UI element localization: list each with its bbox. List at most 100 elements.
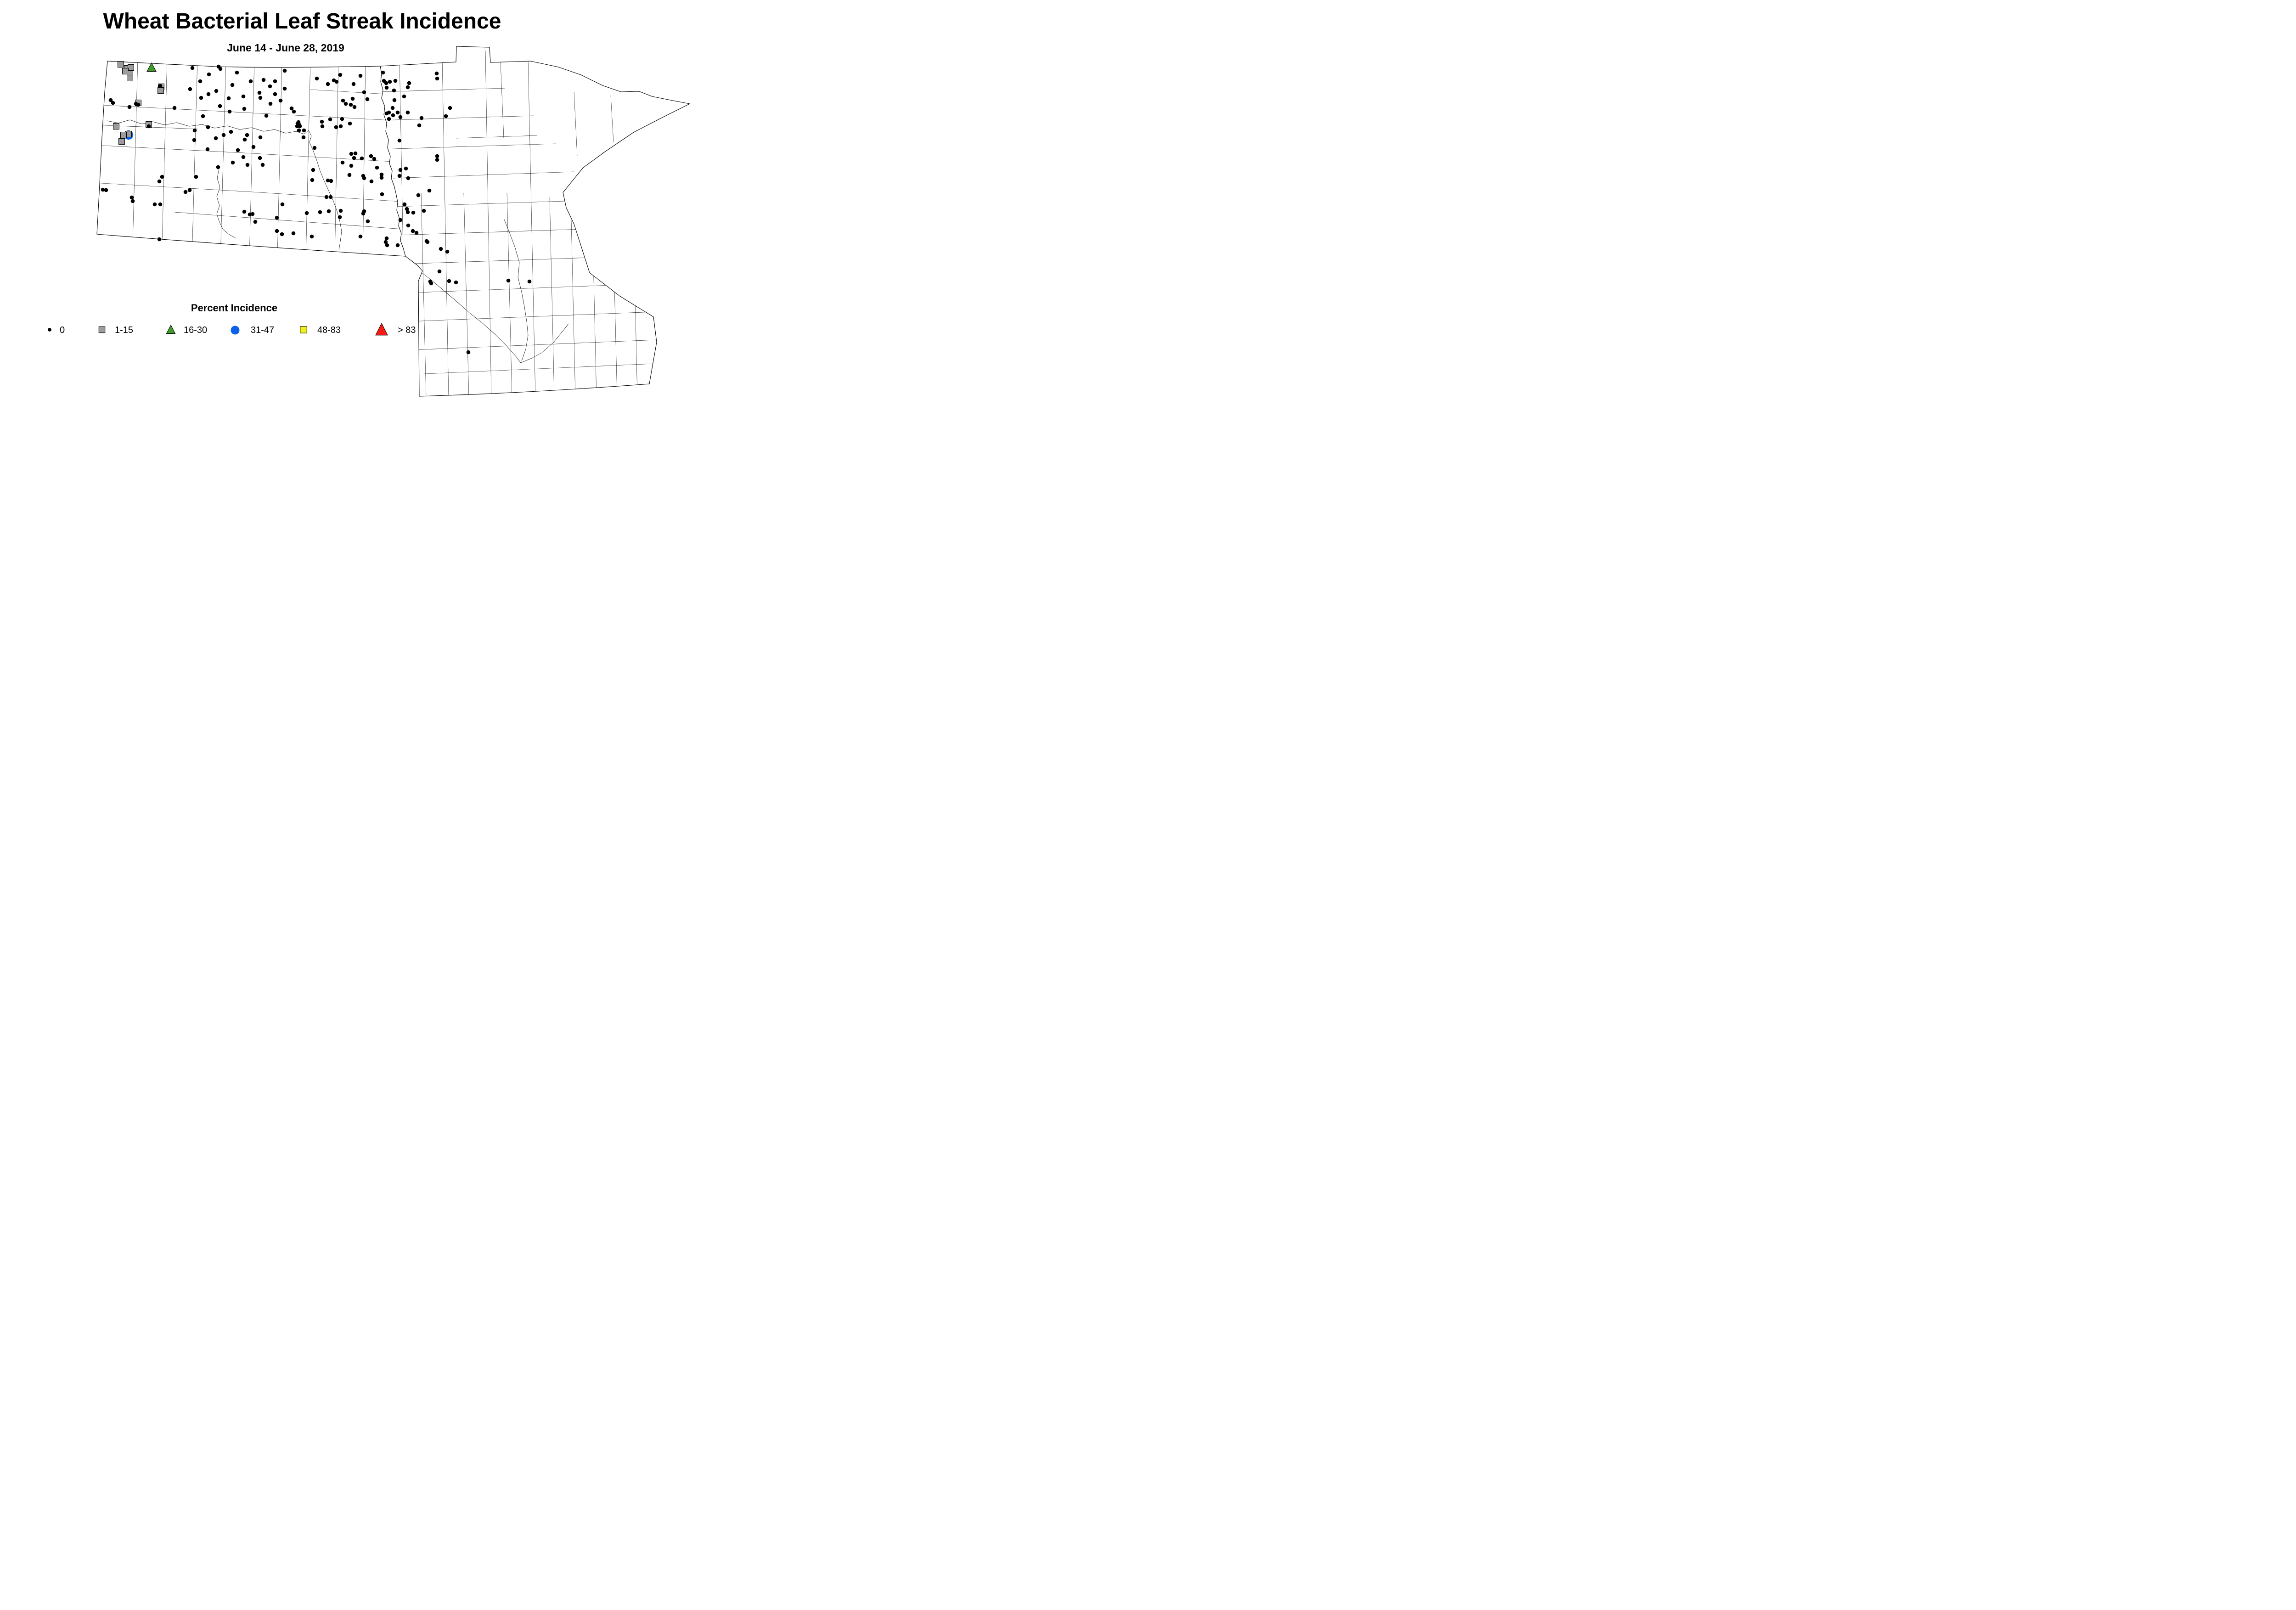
incidence-point-0 [365,97,370,101]
incidence-point-0 [435,158,439,162]
incidence-point-0 [391,113,395,118]
minnesota-river [422,273,569,363]
incidence-point-0 [338,124,343,129]
incidence-point-0 [218,67,223,71]
incidence-point-0 [445,249,450,254]
incidence-point-0 [201,114,205,118]
incidence-point-0 [324,195,329,199]
legend-swatch-circle [231,326,240,335]
incidence-point-0 [353,151,358,156]
incidence-point-0 [188,87,192,91]
incidence-point-0 [341,98,345,103]
incidence-point-0 [334,79,339,84]
incidence-point-1-15 [128,64,134,71]
incidence-point-0 [48,328,51,332]
incidence-point-0 [527,279,532,284]
incidence-point-0 [194,175,198,179]
incidence-point-0 [258,156,262,160]
incidence-point-0 [380,192,384,197]
north-dakota-county-grid [97,61,405,256]
incidence-point-0 [405,207,409,211]
incidence-point-0 [398,218,403,222]
incidence-point-0 [206,92,211,96]
incidence-point-0 [447,279,451,283]
incidence-point-0 [315,76,319,81]
incidence-point-0 [268,84,272,89]
missouri-river [107,119,342,251]
legend-swatch-square [300,326,307,333]
incidence-point-0 [407,81,411,85]
incidence-point-0 [347,173,352,177]
incidence-point-0 [216,165,220,169]
incidence-point-0 [392,98,397,102]
incidence-point-0 [214,89,219,93]
incidence-point-0 [245,163,250,167]
incidence-point-0 [205,147,210,152]
incidence-point-0 [404,166,408,171]
incidence-point-0 [358,73,363,78]
incidence-point-0 [387,117,391,121]
incidence-point-0 [398,168,403,172]
incidence-point-0 [146,124,151,129]
incidence-point-0 [406,223,411,228]
incidence-point-0 [207,72,211,77]
page-title: Wheat Bacterial Leaf Streak Incidence [103,9,501,34]
incidence-point-0 [104,188,108,192]
incidence-point-0 [402,94,406,99]
legend-swatch-square [98,326,106,333]
incidence-point-0 [398,115,403,119]
legend-title: Percent Incidence [191,302,277,314]
incidence-point-0 [260,163,265,167]
incidence-point-0 [289,106,294,111]
legend-item--83: > 83 [375,322,416,336]
incidence-point-0 [435,76,439,81]
incidence-point-0 [343,101,348,106]
incidence-point-0 [226,96,231,101]
map-canvas: Wheat Bacterial Leaf Streak Incidence Ju… [48,9,690,397]
incidence-point-0 [129,195,134,200]
incidence-point-0 [437,269,442,274]
incidence-point-0 [295,124,299,129]
incidence-point-0 [338,215,342,220]
incidence-point-0 [427,188,432,193]
incidence-point-0 [258,135,263,140]
minnesota-outline [380,46,690,397]
incidence-point-0 [388,79,392,84]
incidence-point-1-15 [120,132,127,138]
incidence-point-0 [444,114,448,118]
incidence-point-0 [282,86,287,91]
legend-item-16-30: 16-30 [166,324,207,335]
incidence-point-0 [366,219,370,224]
incidence-point-0 [402,202,407,207]
incidence-point-0 [448,106,452,110]
legend-label: 31-47 [251,325,274,335]
legend-label: 16-30 [184,325,207,335]
incidence-point-0 [417,123,422,128]
incidence-point-0 [358,234,363,239]
incidence-point-0 [329,179,333,183]
incidence-point-0 [405,110,410,115]
incidence-point-1-15 [127,75,133,81]
incidence-point-0 [506,278,511,283]
incidence-point-0 [320,124,325,129]
incidence-point-0 [218,104,222,108]
incidence-point-0 [282,68,287,73]
incidence-point-0 [352,156,356,160]
incidence-point-0 [230,83,235,87]
incidence-point-0 [320,119,324,124]
incidence-point-0 [390,106,395,110]
incidence-point-0 [328,195,333,199]
incidence-point-0 [349,152,354,156]
legend-label: 1-15 [115,325,133,335]
incidence-point-0 [310,178,315,182]
incidence-point-0 [338,208,343,213]
incidence-point-0 [257,90,262,95]
incidence-point-0 [258,96,263,100]
incidence-point-0 [384,85,389,90]
incidence-point-0 [242,107,247,111]
incidence-point-0 [338,73,343,77]
incidence-point-0 [334,125,338,129]
incidence-point-0 [130,199,135,203]
legend-swatch-triangle [375,322,388,336]
incidence-point-0 [199,96,203,100]
